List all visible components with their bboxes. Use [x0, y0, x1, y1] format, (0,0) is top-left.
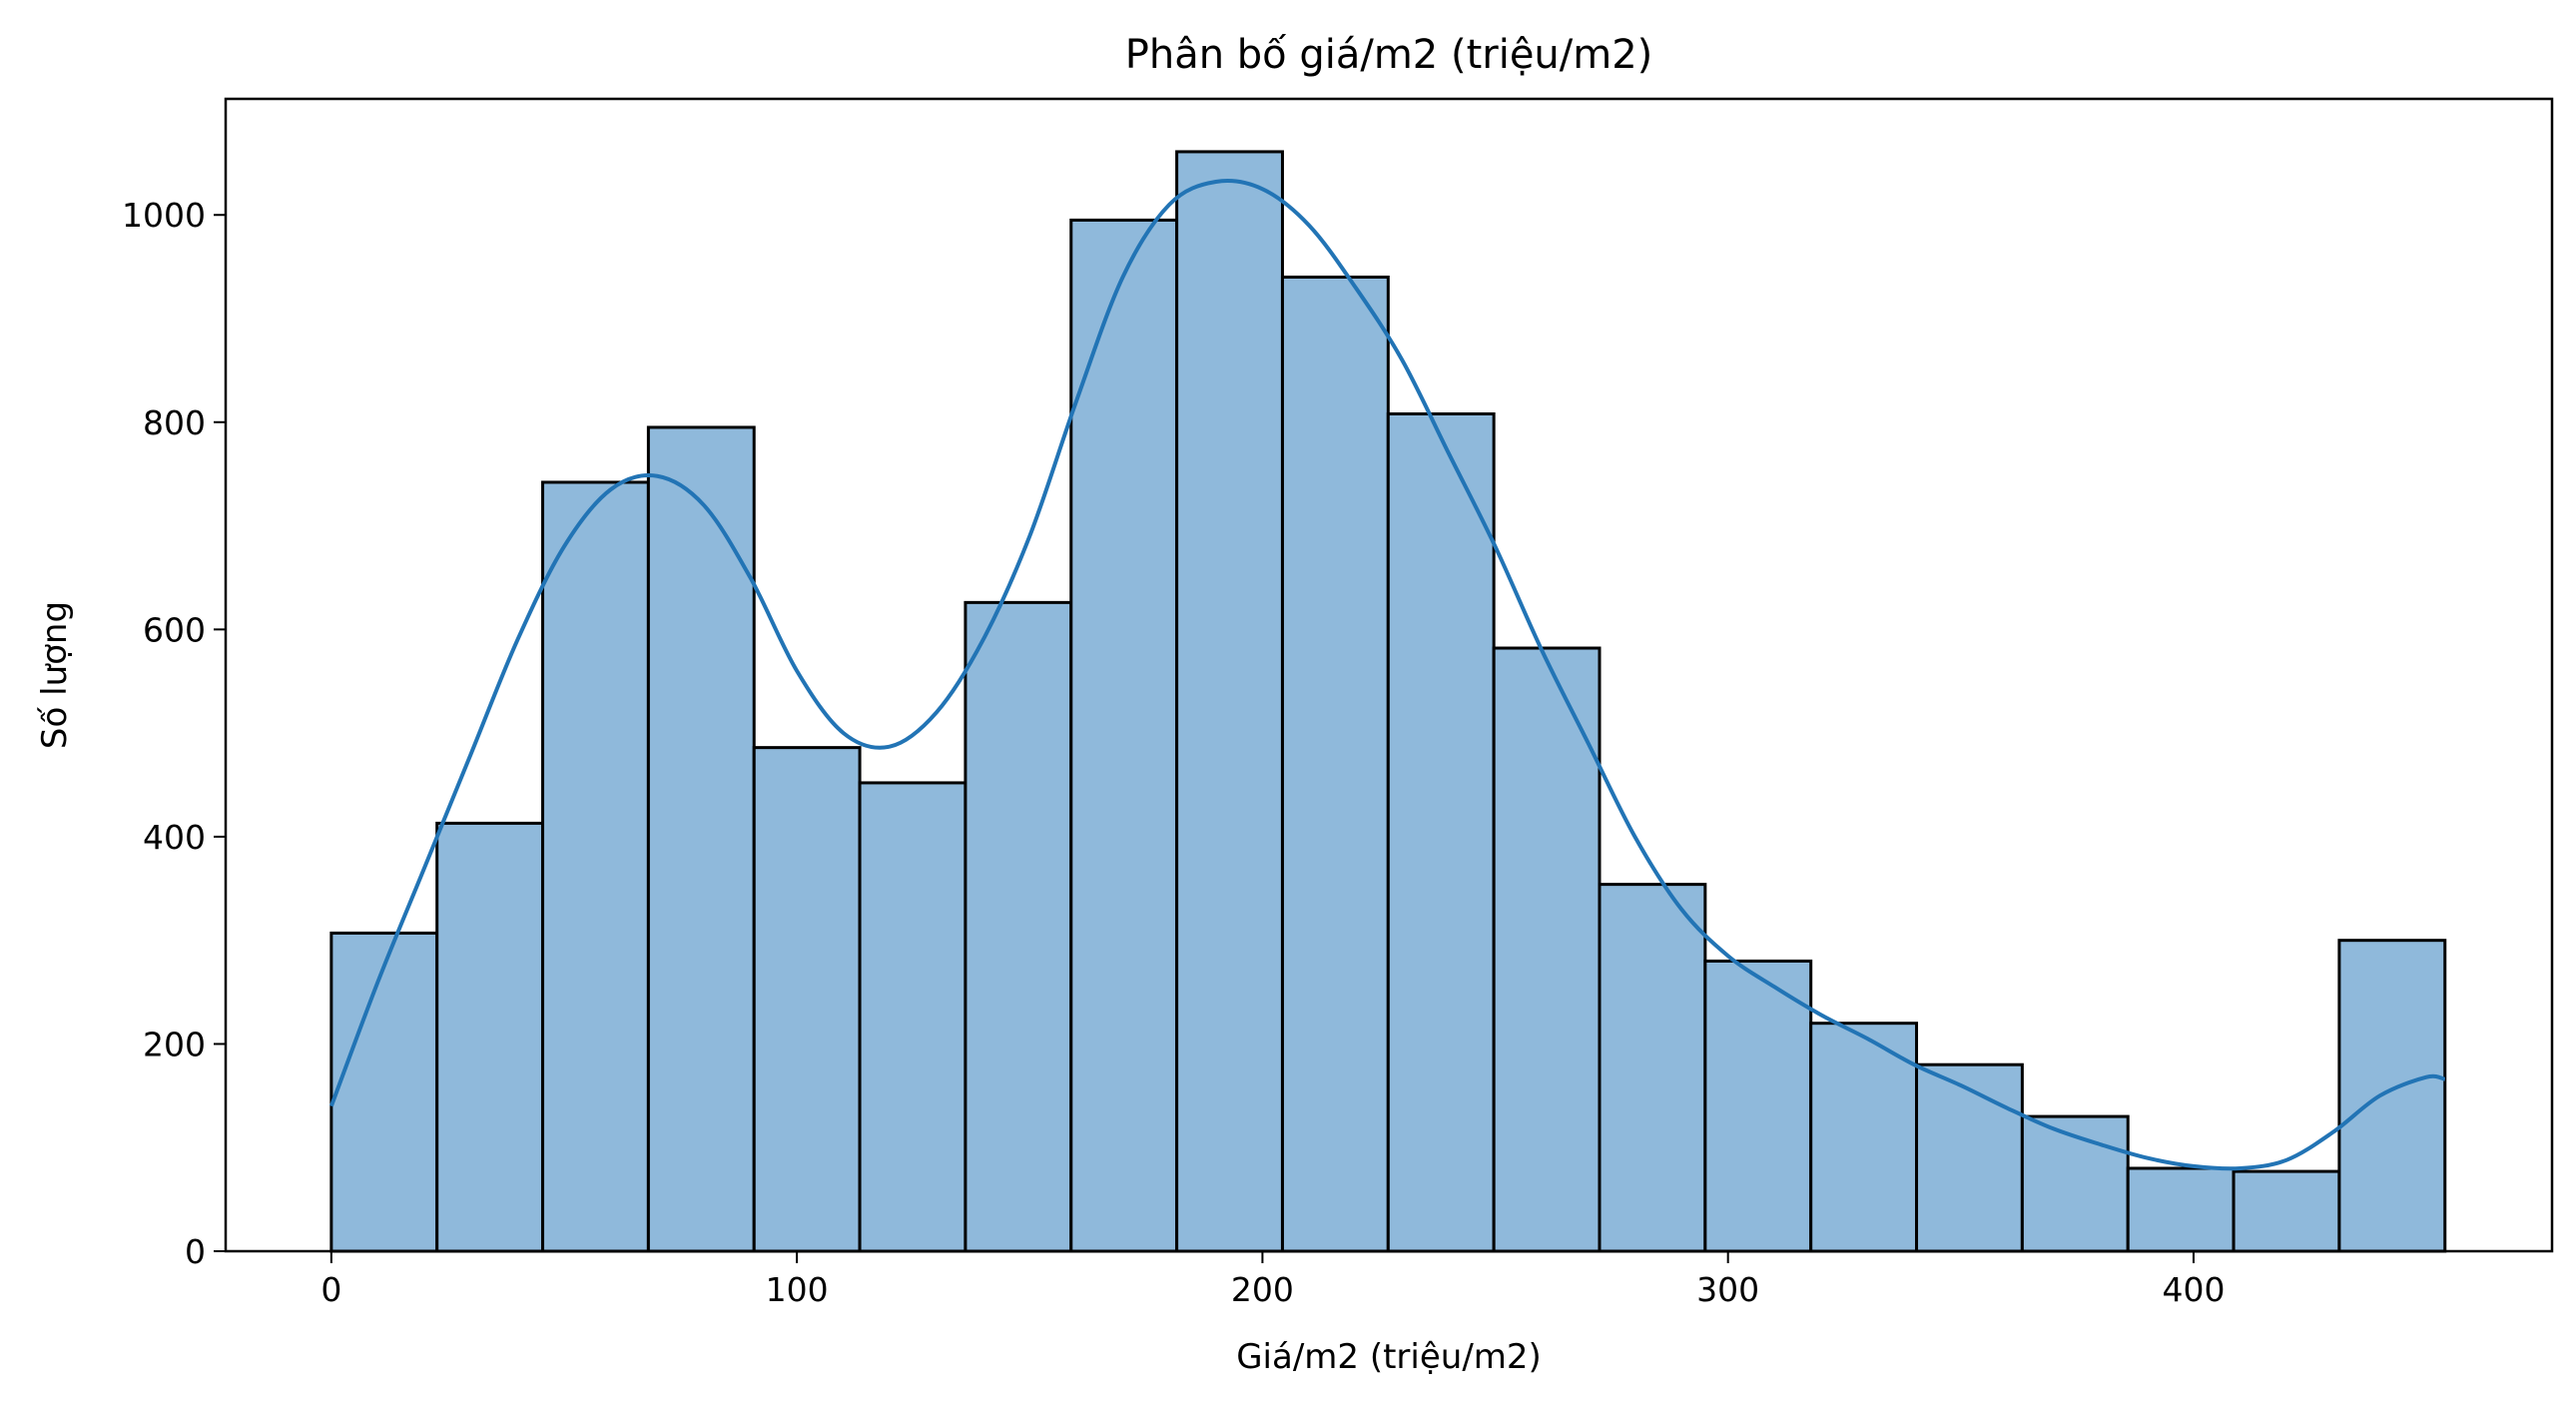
histogram-bar — [1809, 1022, 1919, 1253]
histogram-bar — [2126, 1166, 2236, 1253]
plot-area-frame — [224, 97, 2554, 1253]
histogram-bar — [646, 425, 756, 1253]
x-axis-ticks: 0 100 200 300 400 — [321, 1251, 2225, 1309]
kde-curve-group — [328, 179, 2446, 1171]
y-axis-ticks: 0 200 400 600 800 1000 — [122, 196, 226, 1271]
histogram-bar — [1069, 218, 1179, 1253]
histogram-bars — [329, 150, 2447, 1253]
histogram-bar — [435, 821, 545, 1253]
histogram-bar — [1598, 883, 1707, 1253]
x-tick-label: 400 — [2162, 1270, 2225, 1309]
histogram-bar — [329, 931, 439, 1253]
x-tick-label: 0 — [321, 1270, 341, 1309]
y-tick-label: 1000 — [122, 196, 206, 235]
histogram-bar — [541, 480, 650, 1253]
histogram-bar — [1915, 1062, 2024, 1253]
histogram-bar — [1492, 646, 1602, 1253]
y-tick-label: 200 — [143, 1025, 206, 1063]
histogram-bar — [1175, 150, 1284, 1253]
histogram-bar — [2232, 1169, 2341, 1253]
histogram-bar — [964, 600, 1073, 1253]
kde-curve — [328, 179, 2446, 1171]
y-tick-label: 400 — [143, 818, 206, 857]
histogram-bar — [1280, 276, 1390, 1253]
chart-title: Phân bố giá/m2 (triệu/m2) — [1125, 32, 1653, 78]
histogram-bar — [2337, 939, 2447, 1253]
y-tick-label: 600 — [143, 610, 206, 649]
histogram-bar — [858, 781, 967, 1253]
x-axis-label: Giá/m2 (triệu/m2) — [1236, 1337, 1542, 1377]
histogram-bar — [1386, 411, 1496, 1253]
histogram-bar — [1703, 959, 1813, 1253]
x-tick-label: 300 — [1696, 1270, 1759, 1309]
y-tick-label: 800 — [143, 403, 206, 442]
y-tick-label: 0 — [185, 1232, 206, 1271]
histogram-bar — [2020, 1114, 2130, 1253]
histogram-bar — [752, 746, 862, 1253]
x-tick-label: 200 — [1231, 1270, 1294, 1309]
y-axis-label: Số lượng — [35, 601, 75, 749]
x-tick-label: 100 — [766, 1270, 829, 1309]
